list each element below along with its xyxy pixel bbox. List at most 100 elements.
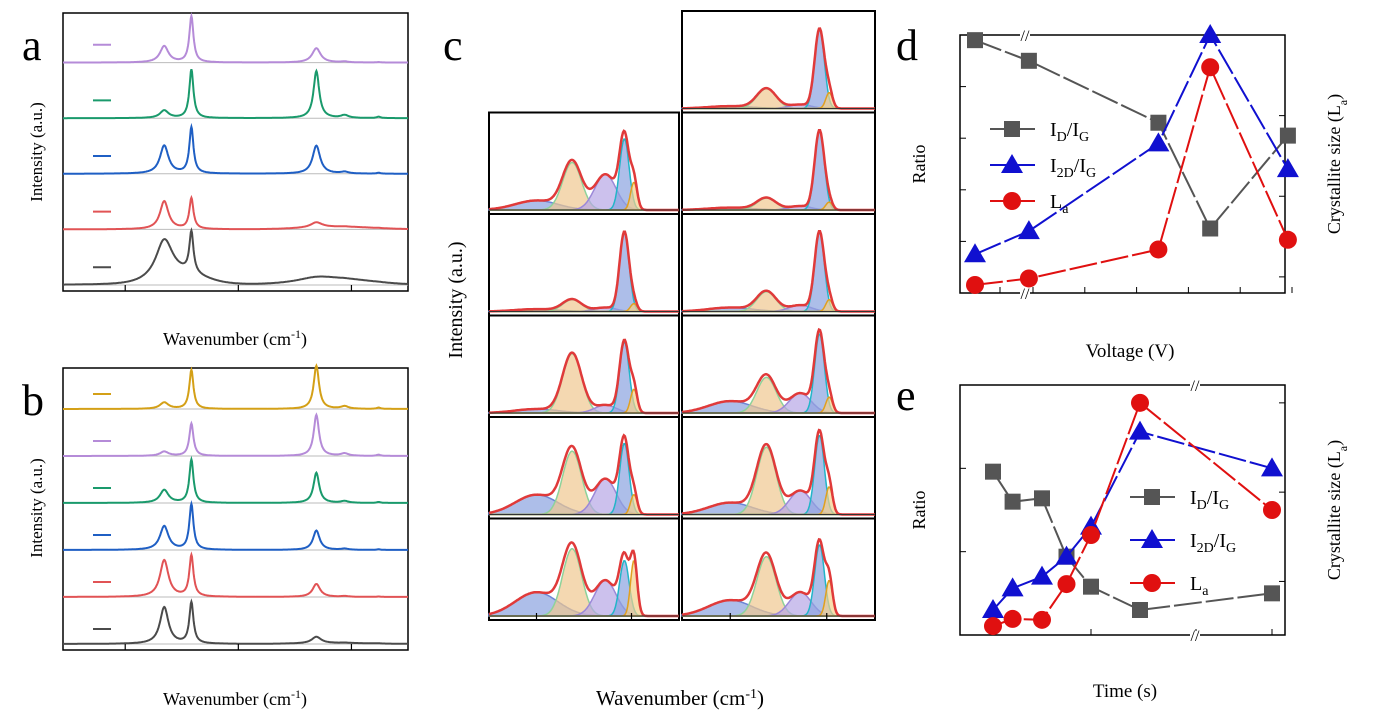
data-point-I_2D/I_G	[982, 599, 1004, 618]
spectrum-line-150ms	[63, 412, 408, 457]
data-point-L_a	[1263, 501, 1281, 519]
spectrum-line-500ms	[63, 363, 408, 410]
panel-a-ylabel: Intensity (a.u.)	[27, 102, 46, 202]
panel-letter-e: e	[896, 371, 916, 420]
panel-letter-c: c	[443, 21, 463, 70]
axis-break-gap	[1190, 631, 1200, 639]
spectrum-line-160V	[63, 68, 408, 120]
spectrum-line-100ms	[63, 455, 408, 504]
data-point-I_2D/I_G	[1129, 420, 1151, 440]
spectrum-line-125V	[63, 194, 408, 231]
panel-e-frame	[959, 384, 1286, 636]
panel-c-ylabel: Intensity (a.u.)	[445, 241, 467, 358]
panel-b-frame	[62, 367, 409, 651]
fit-peak-G	[682, 28, 875, 110]
legend-marker-I_D/I_G	[1004, 121, 1020, 137]
data-point-I_2D/I_G	[1199, 24, 1222, 43]
panel-d: // // ID/IG I2D/IG La Ratio Crystallite size…	[909, 24, 1350, 362]
data-point-L_a	[1019, 269, 1038, 288]
data-point-L_a	[1149, 240, 1168, 259]
legend-marker-L_a	[1143, 574, 1161, 592]
spectrum-line-20ms	[63, 598, 408, 645]
panel-a: Intensity (a.u.) Wavenumber (cm-1)	[27, 12, 409, 350]
spectrum-line-175V	[63, 12, 408, 64]
fit-envelope	[681, 229, 875, 313]
data-point-I_D/I_G	[967, 32, 983, 49]
axis-break-mark: //	[1021, 286, 1030, 303]
data-point-I_2D/I_G	[1055, 545, 1078, 565]
data-point-L_a	[984, 617, 1002, 636]
data-point-I_D/I_G	[985, 463, 1001, 480]
axis-break-gap	[1020, 289, 1030, 297]
legend-marker-I_2D/I_G	[1001, 154, 1023, 173]
axis-break-mark: //	[1191, 628, 1200, 645]
panel-c: Intensity (a.u.) Wavenumber (cm-1)	[445, 10, 876, 710]
data-point-I_D/I_G	[1034, 490, 1050, 507]
spectrum-line-75ms	[63, 499, 408, 551]
data-point-L_a	[1201, 58, 1220, 77]
data-point-L_a	[966, 275, 984, 294]
data-point-L_a	[1278, 230, 1297, 249]
legend-label-L_a: La	[1050, 191, 1069, 217]
data-point-L_a	[1033, 610, 1051, 629]
panel-letter-a: a	[22, 21, 42, 70]
panel-a-xlabel: Wavenumber (cm-1)	[163, 327, 307, 350]
legend-label-I_2D/I_G: I2D/IG	[1190, 530, 1236, 556]
legend-label-I_D/I_G: ID/IG	[1050, 119, 1089, 145]
panel-e: // // ID/IG I2D/IG La Ratio Crystallite size…	[909, 378, 1350, 702]
data-point-I_2D/I_G	[964, 243, 986, 263]
data-point-L_a	[1082, 526, 1100, 544]
panel-b-ylabel: Intensity (a.u.)	[27, 458, 46, 558]
data-point-I_D/I_G	[1132, 602, 1148, 618]
axis-break-mark: //	[1021, 28, 1030, 45]
axis-break-mark: //	[1191, 378, 1200, 395]
series-line-L_a	[974, 64, 1289, 286]
panel-letter-d: d	[896, 21, 918, 70]
data-point-I_2D/I_G	[1017, 220, 1040, 240]
data-point-L_a	[1003, 609, 1022, 628]
fit-peak-G	[489, 231, 679, 313]
data-point-I_D/I_G	[1020, 52, 1037, 69]
panel-b-xlabel: Wavenumber (cm-1)	[163, 687, 307, 710]
fit-peak-G	[682, 130, 875, 211]
data-point-I_2D/I_G	[1276, 158, 1299, 178]
spectrum-line-0V	[63, 227, 408, 286]
panel-e-xlabel: Time (s)	[1093, 681, 1157, 702]
legend-marker-I_D/I_G	[1144, 489, 1160, 505]
panel-c-column-frame	[488, 111, 680, 621]
panel-d-xlabel: Voltage (V)	[1086, 341, 1175, 362]
data-point-I_2D/I_G	[1001, 577, 1024, 597]
panel-e-ylabel-left: Ratio	[909, 491, 929, 530]
data-point-L_a	[1131, 393, 1149, 412]
axis-break-gap	[1190, 381, 1200, 389]
panel-letter-b: b	[22, 376, 44, 425]
data-point-I_D/I_G	[1083, 578, 1099, 595]
panel-e-ylabel-right: Crystallite size (La)	[1324, 440, 1350, 580]
panel-b: Intensity (a.u.) Wavenumber (cm-1)	[27, 363, 409, 710]
panel-d-ylabel-right: Crystallite size (La)	[1324, 94, 1350, 234]
legend-marker-I_2D/I_G	[1141, 529, 1163, 548]
data-point-L_a	[1057, 575, 1076, 594]
data-point-I_2D/I_G	[1147, 132, 1170, 152]
legend-label-L_a: La	[1190, 573, 1209, 599]
legend-label-I_2D/I_G: I2D/IG	[1050, 155, 1096, 181]
panel-c-xlabel: Wavenumber (cm-1)	[596, 686, 764, 710]
panel-a-frame	[62, 12, 409, 292]
legend-marker-L_a	[1003, 192, 1021, 210]
fit-envelope	[489, 230, 679, 313]
data-point-I_D/I_G	[1202, 220, 1219, 237]
spectrum-line-150V	[63, 122, 408, 175]
data-point-I_D/I_G	[1150, 114, 1167, 131]
legend-label-I_D/I_G: ID/IG	[1190, 487, 1229, 513]
data-point-I_D/I_G	[1004, 493, 1021, 510]
data-point-I_D/I_G	[1264, 585, 1280, 602]
fit-envelope	[682, 27, 875, 110]
panel-d-ylabel-left: Ratio	[909, 145, 929, 184]
axis-break-gap	[1020, 31, 1030, 39]
data-point-I_2D/I_G	[1031, 565, 1053, 585]
data-point-I_2D/I_G	[1261, 457, 1283, 477]
fit-envelope	[682, 129, 875, 212]
data-point-I_D/I_G	[1279, 127, 1296, 144]
spectrum-line-50ms	[63, 551, 408, 598]
